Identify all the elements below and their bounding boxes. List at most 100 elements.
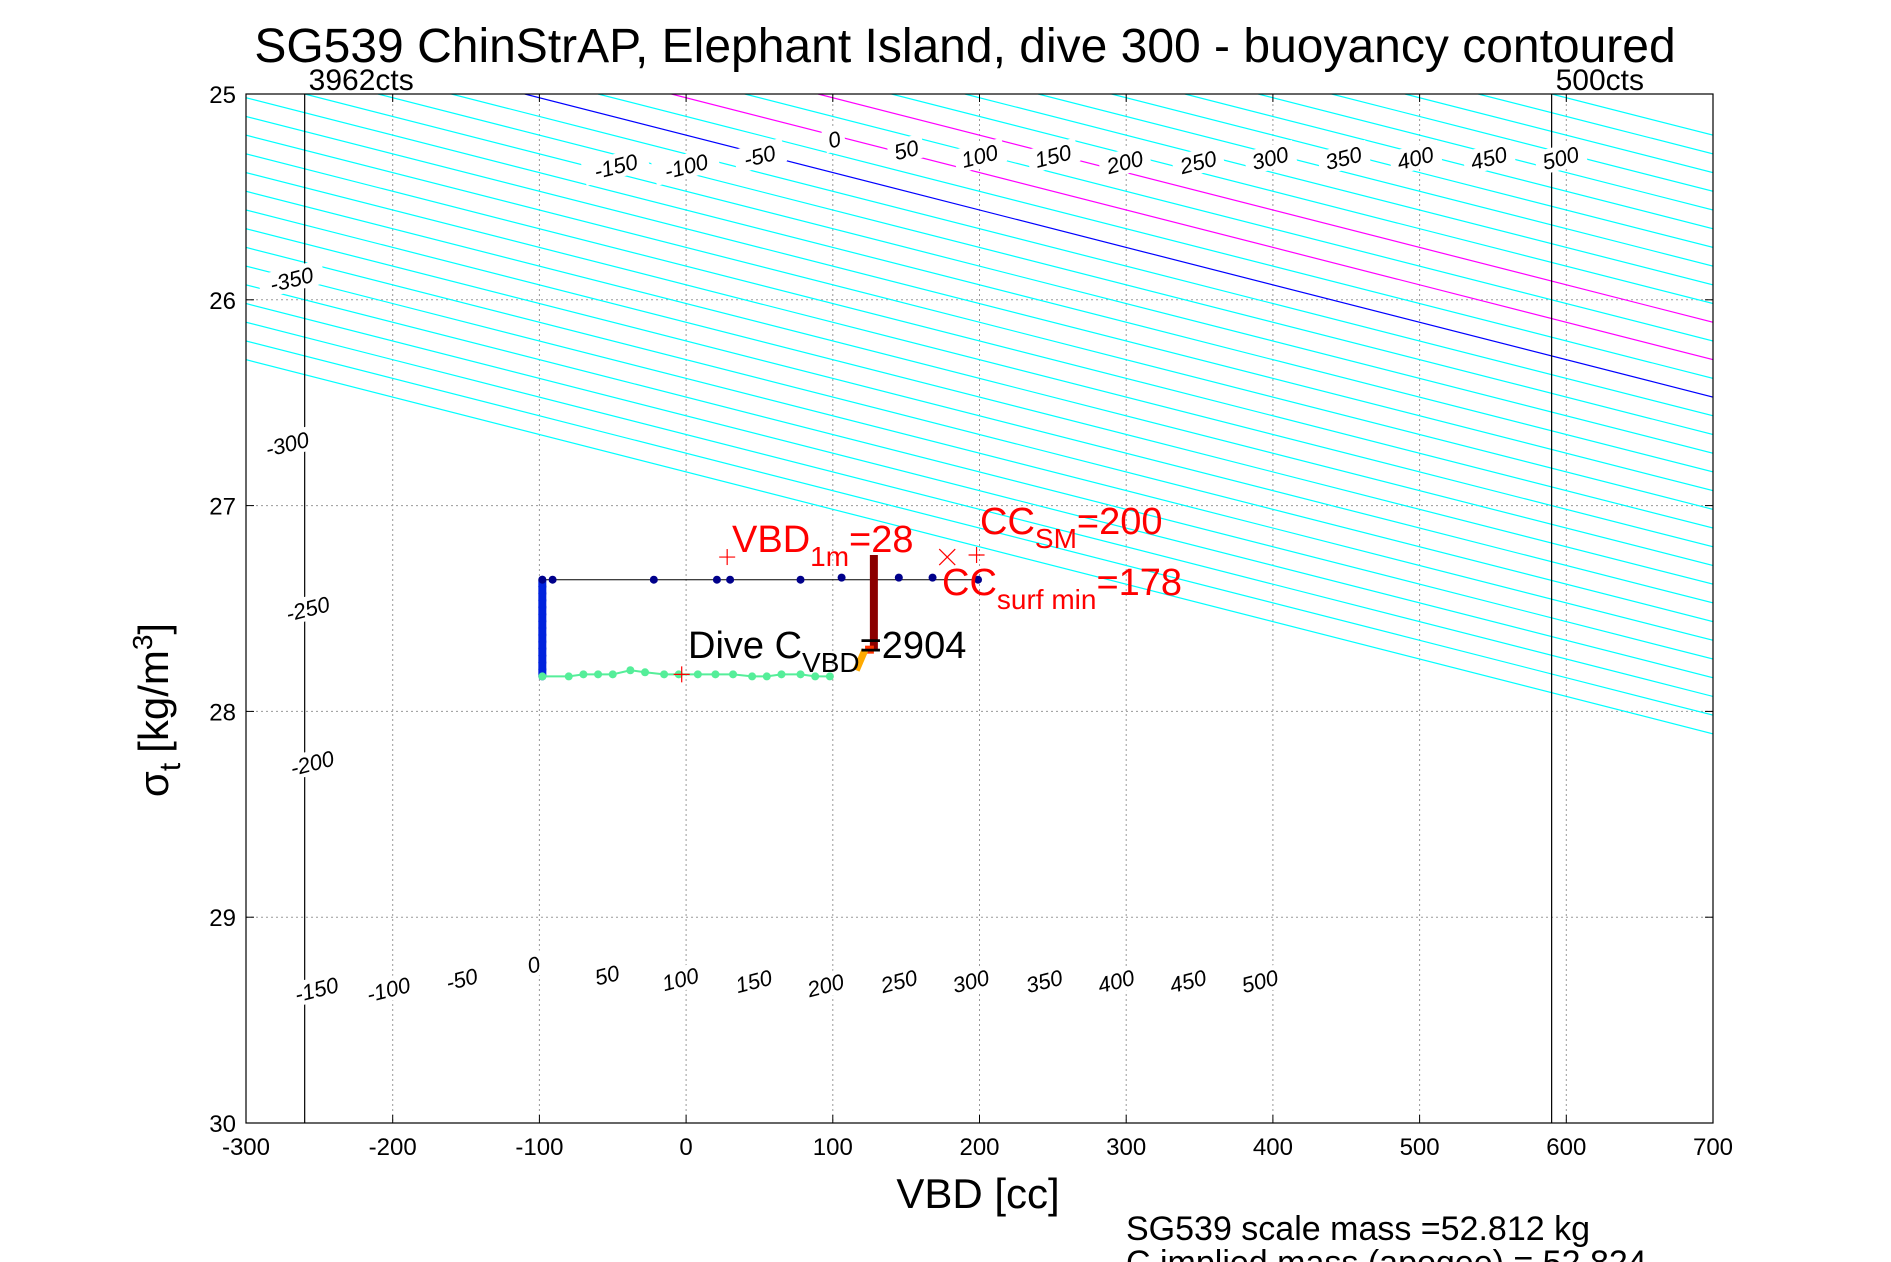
contour-label-bg	[652, 961, 708, 997]
contour-line	[246, 97, 1713, 473]
dive-point	[538, 610, 547, 619]
y-axis-label: σt [kg/m3]	[127, 623, 187, 797]
dive-point	[538, 637, 547, 646]
y-label-sigma: σ	[130, 771, 177, 797]
dive-point	[538, 644, 547, 653]
contour-label-bg	[885, 133, 927, 166]
contour-label-bg	[1160, 963, 1216, 999]
descent-point	[974, 575, 983, 584]
descent-point	[712, 575, 721, 584]
dive-point	[538, 651, 547, 660]
contour-label-bg	[256, 259, 327, 300]
dive-point	[538, 658, 547, 667]
descent-point	[837, 573, 846, 582]
contour-label-bg	[871, 963, 927, 999]
ascent-point	[825, 672, 834, 681]
contour-line	[246, 265, 1713, 641]
ascent-point	[564, 672, 573, 681]
contour-label-bg	[433, 961, 490, 997]
contour-label-bg	[1315, 139, 1371, 176]
axes	[245, 93, 1714, 1124]
annotation-ccsurf: CCsurf min=178	[942, 562, 1182, 615]
descent-point	[726, 575, 735, 584]
contour-line	[246, 153, 1713, 529]
descent-point	[548, 575, 557, 584]
ascent-point	[762, 672, 771, 681]
contour-line	[304, 94, 1713, 454]
ascent-point	[796, 670, 805, 679]
dive-trace	[538, 554, 983, 681]
dive-point	[538, 624, 547, 633]
descent-point	[796, 575, 805, 584]
dive-point	[538, 630, 547, 639]
ascent-point	[538, 672, 547, 681]
contour-label-bg	[1088, 963, 1144, 999]
dive-point	[538, 582, 547, 591]
descent-point	[538, 575, 547, 584]
contour-line	[1038, 94, 1713, 267]
ascent-point	[660, 670, 669, 679]
x-tick-label: 300	[1106, 1134, 1146, 1161]
contour-line	[246, 209, 1713, 585]
footer-scale-mass: SG539 scale mass =52.812 kg	[1126, 1210, 1590, 1248]
contour-line	[246, 134, 1713, 510]
contour-line	[246, 190, 1713, 567]
ascent-point	[641, 668, 650, 677]
x-tick-label: 100	[813, 1134, 853, 1161]
x-axis-label: VBD [cc]	[896, 1170, 1059, 1217]
contour-labels: -350-300-250-200-150 -100 -500 50 100 150 200 2…	[252, 125, 1589, 1010]
x-tick-label: 500	[1400, 1134, 1440, 1161]
contour-line	[246, 284, 1713, 660]
cross-marker	[938, 548, 956, 566]
x-tick-label: 600	[1546, 1134, 1586, 1161]
ascent-point	[626, 666, 635, 675]
y-tick-label: 26	[209, 288, 236, 315]
density-contours	[246, 94, 1713, 735]
annotation-vbd1m: VBD1m=28	[732, 519, 914, 572]
ascent-point	[729, 670, 738, 679]
contour-line	[744, 94, 1713, 342]
markers	[673, 546, 985, 683]
apogee-tail	[853, 648, 869, 672]
contour-line	[597, 94, 1713, 379]
dive-point	[538, 617, 547, 626]
annotation-divec: Dive CVBD=2904	[688, 625, 966, 678]
tick-labels: -300 -200 -100 0 100 200 300 400 500 600 700252627…	[209, 82, 1733, 1161]
contour-label-bg	[725, 963, 782, 999]
contour-label: 300	[1242, 139, 1298, 176]
contour-label-bg	[353, 969, 424, 1010]
contour-label: 50	[885, 133, 927, 166]
contour-line	[891, 94, 1713, 305]
x-tick-label: 0	[679, 1134, 692, 1161]
x-tick-label: -300	[222, 1134, 270, 1161]
contour-line	[524, 94, 1713, 398]
contour-label-bg	[797, 967, 854, 1004]
annotations: VBD1m=28 CCSM=200 CCsurf min=178 Dive CVBD=…	[688, 501, 1182, 678]
footer-implied-mass: C implied mass (apogee) = 52.824	[1126, 1244, 1647, 1262]
svg-text:σt[kg/m3]: σt [kg/m3]	[127, 623, 187, 797]
ascent-point	[811, 672, 820, 681]
y-tick-label: 30	[209, 1111, 236, 1138]
contour-label-bg	[821, 125, 848, 154]
vbd-limit-label: 500cts	[1556, 64, 1644, 97]
contour-line	[246, 321, 1713, 698]
contour-label-bg	[1170, 143, 1226, 180]
contour-label-bg	[272, 588, 343, 629]
ascent-point	[579, 670, 588, 679]
contour-label-bg	[1232, 963, 1288, 999]
contour-label-bg	[586, 958, 628, 991]
contour-label-bg	[651, 146, 722, 186]
contour-label-bg	[1460, 139, 1517, 176]
x-tick-label: 200	[959, 1134, 999, 1161]
dive-point	[538, 665, 547, 674]
contour-line	[246, 171, 1713, 548]
dive-point	[538, 589, 547, 598]
contour-label: 0	[520, 950, 547, 979]
contour-label-bg	[1387, 139, 1443, 176]
y-label-sub: t	[154, 762, 187, 771]
ascent-point	[608, 670, 617, 679]
y-tick-label: 27	[209, 494, 236, 521]
contour-label-bg	[1097, 143, 1153, 180]
descent-point	[649, 575, 658, 584]
